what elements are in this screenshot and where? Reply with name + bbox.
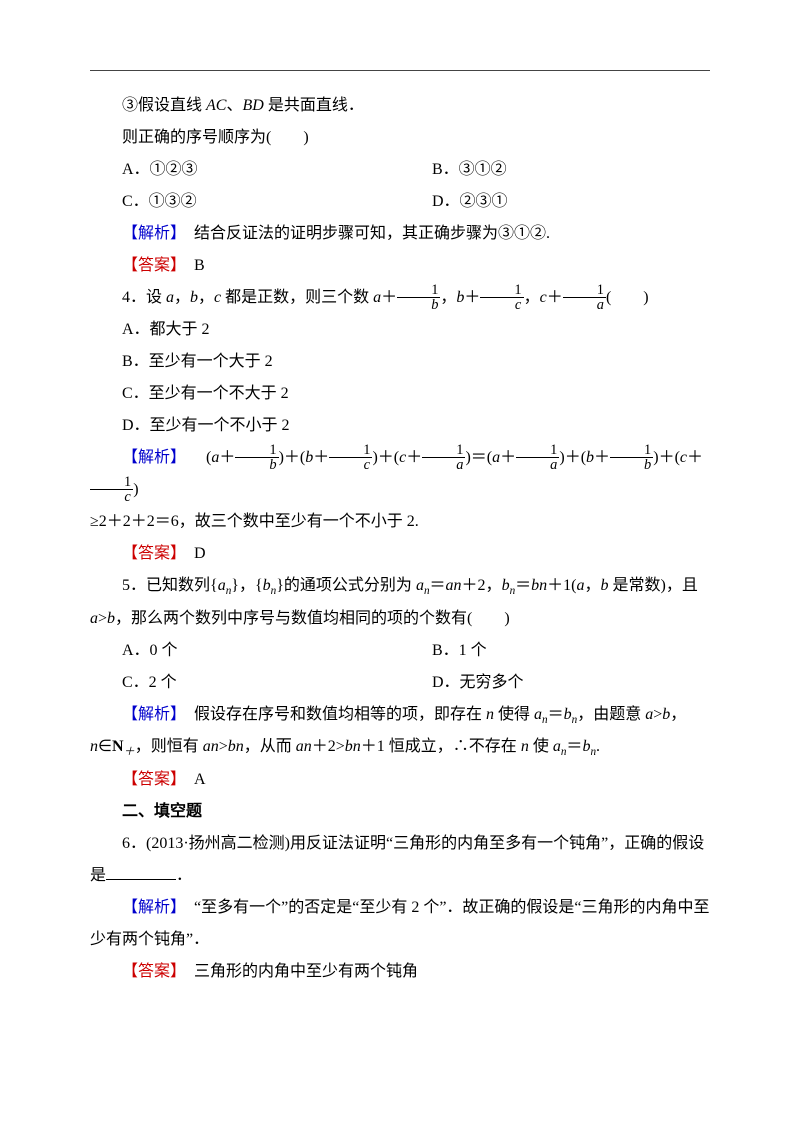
q3-options: A．①②③ B．③①② C．①③② D．②③① xyxy=(90,154,710,218)
q5-analysis: 【解析】 假设存在序号和数值均相等的项，即存在 n 使得 an＝bn，由题意 a… xyxy=(90,699,710,764)
answer-label: 【答案】 xyxy=(122,545,178,562)
q6-analysis-text: “至多有一个”的否定是“至少有 2 个”．故正确的假设是“三角形的内角中至少有两… xyxy=(90,899,710,948)
q6-analysis: 【解析】 “至多有一个”的否定是“至少有 2 个”．故正确的假设是“三角形的内角… xyxy=(90,892,710,956)
q5-option-c: C．2 个 xyxy=(90,667,400,699)
q4-option-a: A．都大于 2 xyxy=(90,314,710,346)
q4-answer: 【答案】 D xyxy=(90,538,710,570)
answer-label: 【答案】 xyxy=(122,257,178,274)
q5-stem: 5．已知数列{an}，{bn}的通项公式分别为 an＝an＋2，bn＝bn＋1(… xyxy=(90,570,710,635)
q4-answer-text: D xyxy=(178,545,206,562)
frac-1-b: 1b xyxy=(397,283,440,313)
q3-prompt: 则正确的序号顺序为( ) xyxy=(90,122,710,154)
q3-option-c: C．①③② xyxy=(90,186,400,218)
top-rule xyxy=(90,70,710,71)
q4-stem-pre: 4．设 a，b，c 都是正数，则三个数 a＋ xyxy=(122,289,397,306)
q4-option-d: D．至少有一个不小于 2 xyxy=(90,410,710,442)
section-2-title: 二、填空题 xyxy=(90,796,710,828)
analysis-label: 【解析】 xyxy=(122,449,186,466)
frac-1-c: 1c xyxy=(480,283,523,313)
q5-option-b: B．1 个 xyxy=(400,635,710,667)
q4-option-c: C．至少有一个不大于 2 xyxy=(90,378,710,410)
analysis-label: 【解析】 xyxy=(122,899,178,916)
q5-answer: 【答案】 A xyxy=(90,764,710,796)
q6-stem: 6．(2013·扬州高二检测)用反证法证明“三角形的内角至多有一个钝角”，正确的… xyxy=(90,828,710,892)
q5-option-d: D．无穷多个 xyxy=(400,667,710,699)
q6-blank xyxy=(106,864,176,879)
q4-analysis-line2: ≥2＋2＋2＝6，故三个数中至少有一个不小于 2. xyxy=(90,506,710,538)
q4-option-b: B．至少有一个大于 2 xyxy=(90,346,710,378)
q3-answer-text: B xyxy=(178,257,205,274)
q4-analysis-line1: 【解析】 (a＋1b)＋(b＋1c)＋(c＋1a)＝(a＋1a)＋(b＋1b)＋… xyxy=(90,442,710,506)
q4-stem-mid1: ，b＋ xyxy=(440,289,480,306)
q3-option-a: A．①②③ xyxy=(90,154,400,186)
answer-label: 【答案】 xyxy=(122,771,178,788)
analysis-label: 【解析】 xyxy=(122,706,178,723)
q6-answer: 【答案】 三角形的内角中至少有两个钝角 xyxy=(90,956,710,988)
q3-option-d: D．②③① xyxy=(400,186,710,218)
q5-answer-text: A xyxy=(178,771,206,788)
q3-option-b: B．③①② xyxy=(400,154,710,186)
page: ③假设直线 AC、BD 是共面直线． 则正确的序号顺序为( ) A．①②③ B．… xyxy=(0,0,800,1132)
q5-options: A．0 个 B．1 个 C．2 个 D．无穷多个 xyxy=(90,635,710,699)
q4-options: A．都大于 2 B．至少有一个大于 2 C．至少有一个不大于 2 D．至少有一个… xyxy=(90,314,710,442)
q5-option-a: A．0 个 xyxy=(90,635,400,667)
q3-statement-3: ③假设直线 AC、BD 是共面直线． xyxy=(90,90,710,122)
analysis-label: 【解析】 xyxy=(122,225,178,242)
q4-stem-post: ( ) xyxy=(606,289,649,306)
q6-stem-post: ． xyxy=(176,867,192,884)
q3-analysis: 【解析】 结合反证法的证明步骤可知，其正确步骤为③①②. xyxy=(90,218,710,250)
q3-answer: 【答案】 B xyxy=(90,250,710,282)
frac-1-a: 1a xyxy=(563,283,606,313)
q4-stem-mid2: ，c＋ xyxy=(524,289,563,306)
q6-answer-text: 三角形的内角中至少有两个钝角 xyxy=(178,963,418,980)
q3-analysis-text: 结合反证法的证明步骤可知，其正确步骤为③①②. xyxy=(178,225,550,242)
answer-label: 【答案】 xyxy=(122,963,178,980)
q4-stem: 4．设 a，b，c 都是正数，则三个数 a＋1b，b＋1c，c＋1a( ) xyxy=(90,282,710,314)
